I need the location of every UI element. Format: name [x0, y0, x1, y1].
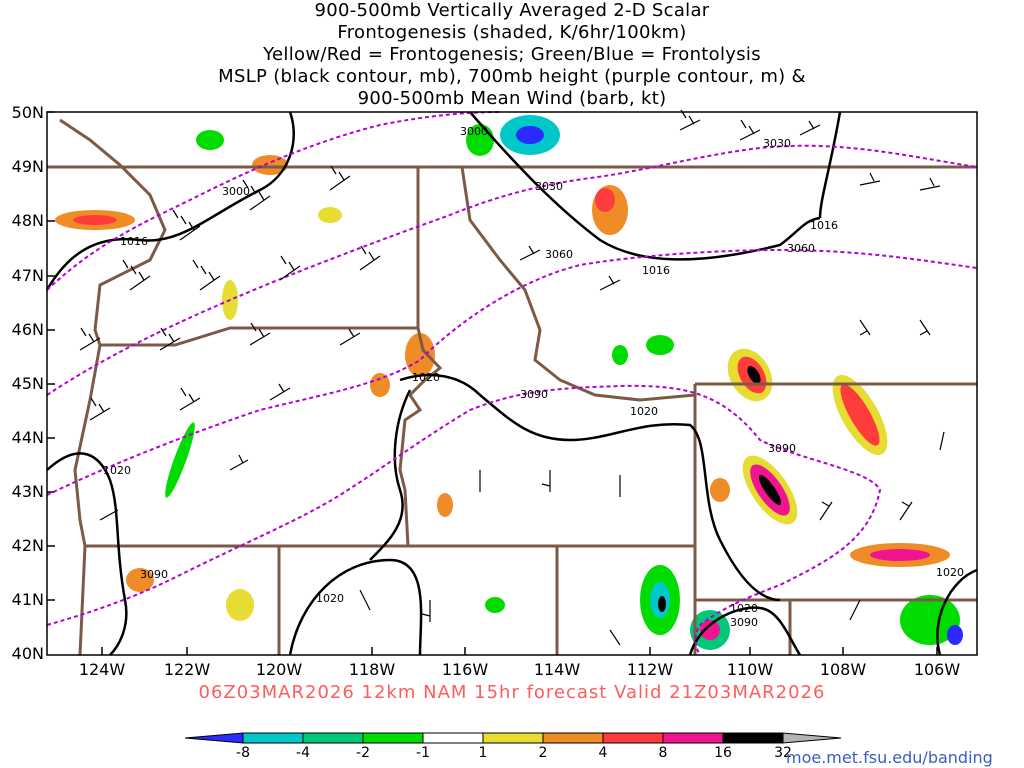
colorbar-box	[602, 732, 664, 744]
colorbar-box	[302, 732, 364, 744]
map-frame	[46, 111, 978, 656]
mslp-label: 1020	[730, 602, 758, 615]
colorbar-tick-label: -4	[296, 745, 310, 761]
lon-label: 124W	[78, 660, 126, 679]
colorbar-box	[362, 732, 424, 744]
lat-label: 49N	[11, 157, 44, 176]
height-label: 3090	[520, 388, 548, 401]
height-label: 3060	[787, 242, 815, 255]
mslp-contours	[45, 111, 978, 656]
colorbar-box	[542, 732, 604, 744]
lon-label: 116W	[441, 660, 489, 679]
title-line-2: Frontogenesis (shaded, K/6hr/100km)	[337, 22, 687, 43]
lat-label: 45N	[11, 374, 44, 393]
mslp-label: 1016	[642, 264, 670, 277]
lat-label: 48N	[11, 211, 44, 230]
forecast-valid-line: 06Z03MAR2026 12km NAM 15hr forecast Vali…	[198, 682, 826, 703]
lat-label: 40N	[11, 644, 44, 663]
mslp-label: 1016	[810, 219, 838, 232]
colorbar-box	[722, 732, 784, 744]
credit-link[interactable]: moe.met.fsu.edu/banding	[786, 748, 993, 767]
colorbar	[184, 732, 842, 744]
colorbar-tick-label: 32	[774, 745, 792, 761]
title-line-1: 900-500mb Vertically Averaged 2-D Scalar	[314, 0, 710, 21]
lat-label: 42N	[11, 536, 44, 555]
title-line-4: MSLP (black contour, mb), 700mb height (…	[218, 66, 806, 87]
title-line-5: 900-500mb Mean Wind (barb, kt)	[357, 88, 667, 109]
mslp-label: 1020	[412, 371, 440, 384]
lon-label: 118W	[348, 660, 396, 679]
height-label: 3000	[460, 125, 488, 138]
height-label: 3060	[545, 248, 573, 261]
mslp-label: 1020	[630, 405, 658, 418]
colorbar-tick-label: -2	[356, 745, 370, 761]
lat-label: 43N	[11, 482, 44, 501]
lon-label: 122W	[163, 660, 211, 679]
lat-label: 50N	[11, 103, 44, 122]
colorbar-tick-label: -8	[236, 745, 250, 761]
colorbar-box	[422, 732, 484, 744]
height-label: 3000	[222, 185, 250, 198]
lat-label: 47N	[11, 266, 44, 285]
mslp-label: 1016	[120, 235, 148, 248]
colorbar-tick-label: 4	[598, 745, 608, 761]
height-label: 3090	[730, 616, 758, 629]
lat-label: 41N	[11, 590, 44, 609]
colorbar-min-arrow	[184, 732, 244, 744]
lon-label: 114W	[533, 660, 581, 679]
title-line-3: Yellow/Red = Frontogenesis; Green/Blue =…	[263, 44, 761, 65]
lat-label: 46N	[11, 320, 44, 339]
height-label: 3030	[763, 137, 791, 150]
colorbar-max-arrow	[782, 732, 842, 744]
colorbar-box	[482, 732, 544, 744]
colorbar-tick-label: 1	[478, 745, 488, 761]
mslp-label: 1020	[103, 464, 131, 477]
mslp-label: 1020	[936, 566, 964, 579]
colorbar-tick-label: 16	[714, 745, 732, 761]
mslp-label: 1020	[316, 592, 344, 605]
lon-label: 106W	[913, 660, 961, 679]
height-contours	[46, 111, 978, 656]
lon-label: 110W	[726, 660, 774, 679]
colorbar-tick-label: 2	[538, 745, 548, 761]
colorbar-box	[662, 732, 724, 744]
height-label: 3030	[535, 180, 563, 193]
colorbar-tick-label: -1	[416, 745, 430, 761]
lon-label: 120W	[255, 660, 303, 679]
frontogenesis-shading	[55, 115, 963, 650]
lat-label: 44N	[11, 428, 44, 447]
colorbar-tick-label: 8	[658, 745, 668, 761]
lon-label: 108W	[819, 660, 867, 679]
height-label: 3090	[140, 568, 168, 581]
contour-labels: 3000 3000 3030 3030 3060 3060 3090 3090 …	[103, 125, 964, 629]
wind-barbs	[79, 109, 945, 646]
colorbar-box	[242, 732, 304, 744]
height-label: 3090	[768, 442, 796, 455]
lon-label: 112W	[626, 660, 674, 679]
